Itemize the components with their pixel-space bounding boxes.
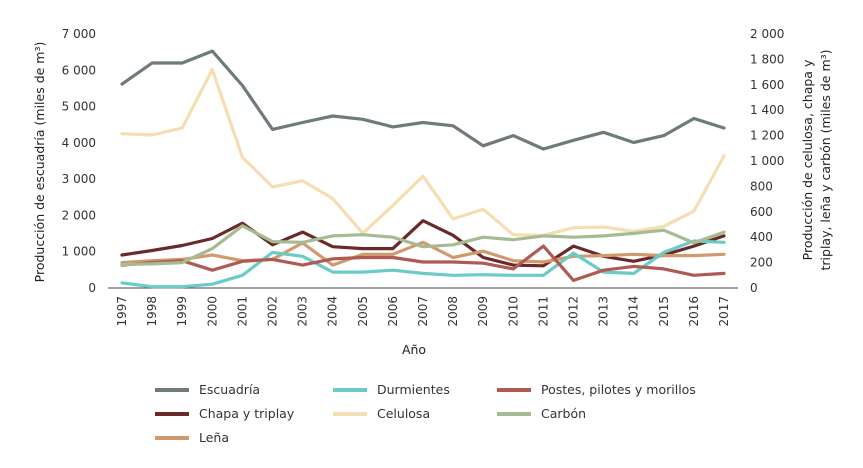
x-axis-ticks: 1997 1998 1999 2000 2001 2002 2003 2004 2005 2006… xyxy=(115,296,731,327)
x-tick-label: 1997 xyxy=(115,296,129,327)
x-tick-label: 2002 xyxy=(266,296,280,327)
series-line-chapa-y-triplay xyxy=(120,219,726,268)
x-tick-label: 2004 xyxy=(326,296,340,327)
y-left-tick-label: 4 000 xyxy=(62,136,96,150)
x-tick-label: 2012 xyxy=(567,296,581,327)
x-tick-label: 2011 xyxy=(536,296,550,327)
y-axis-right-label-line1: Producción de celulosa, chapa y xyxy=(800,59,815,260)
legend-label-postes-pilotes-y-morillos: Postes, pilotes y morillos xyxy=(541,382,696,397)
x-tick-label: 2008 xyxy=(446,296,460,327)
legend-label-lena: Leña xyxy=(199,430,229,445)
x-tick-label: 2005 xyxy=(356,296,370,327)
x-tick-label: 1998 xyxy=(145,296,159,327)
y-right-tick-label: 1 600 xyxy=(750,78,784,92)
y-right-tick-label: 400 xyxy=(750,230,773,244)
x-tick-label: 2013 xyxy=(597,296,611,327)
series-line-carbon xyxy=(120,224,726,267)
x-tick-label: 2007 xyxy=(416,296,430,327)
x-tick-label: 2006 xyxy=(386,296,400,327)
x-tick-label: 1999 xyxy=(175,296,189,327)
right-axis-ticks: 0 200 400 600 800 1 000 1 200 1 400 1 600 1 800 2 … xyxy=(750,27,784,295)
x-tick-label: 2009 xyxy=(476,296,490,327)
y-right-tick-label: 800 xyxy=(750,179,773,193)
y-right-tick-label: 0 xyxy=(750,281,758,295)
y-left-tick-label: 5 000 xyxy=(62,100,96,114)
y-right-tick-label: 1 000 xyxy=(750,154,784,168)
y-left-tick-label: 7 000 xyxy=(62,27,96,41)
y-right-tick-label: 1 200 xyxy=(750,129,784,143)
x-tick-label: 2003 xyxy=(296,296,310,327)
x-tick-label: 2000 xyxy=(205,296,219,327)
x-tick-label: 2015 xyxy=(657,296,671,327)
left-axis-ticks: 0 1 000 2 000 3 000 4 000 5 000 6 000 7 000 xyxy=(62,27,96,295)
series-line-durmientes xyxy=(120,239,726,289)
x-tick-label: 2001 xyxy=(235,296,249,327)
y-right-tick-label: 600 xyxy=(750,205,773,219)
series-line-lena xyxy=(120,240,726,267)
x-tick-label: 2016 xyxy=(687,296,701,327)
legend: Escuadría Durmientes Postes, pilotes y mor… xyxy=(155,382,696,445)
x-tick-label: 2014 xyxy=(627,296,641,327)
x-axis-label: Año xyxy=(402,342,426,357)
series-lines xyxy=(120,49,726,289)
legend-label-celulosa: Celulosa xyxy=(377,406,430,421)
y-left-tick-label: 3 000 xyxy=(62,172,96,186)
x-tick-label: 2017 xyxy=(717,296,731,327)
x-tick-label: 2010 xyxy=(506,296,520,327)
legend-label-chapa-y-triplay: Chapa y triplay xyxy=(199,406,295,421)
legend-label-carbon: Carbón xyxy=(541,406,586,421)
y-left-tick-label: 1 000 xyxy=(62,245,96,259)
y-left-tick-label: 6 000 xyxy=(62,63,96,77)
y-axis-right-label-line2: triplay, leña y carbón (miles de m³) xyxy=(818,49,833,270)
y-right-tick-label: 1 800 xyxy=(750,52,784,66)
series-line-escuadria xyxy=(120,49,726,151)
y-right-tick-label: 200 xyxy=(750,256,773,270)
series-line-celulosa xyxy=(120,67,726,237)
y-left-tick-label: 0 xyxy=(88,281,96,295)
legend-label-durmientes: Durmientes xyxy=(377,382,450,397)
y-right-tick-label: 2 000 xyxy=(750,27,784,41)
series-line-postes-pilotes-y-morillos xyxy=(120,244,726,282)
y-right-tick-label: 1 400 xyxy=(750,103,784,117)
legend-label-escuadria: Escuadría xyxy=(199,382,260,397)
y-left-tick-label: 2 000 xyxy=(62,208,96,222)
y-axis-left-label: Producción de escuadría (miles de m³) xyxy=(32,42,47,283)
